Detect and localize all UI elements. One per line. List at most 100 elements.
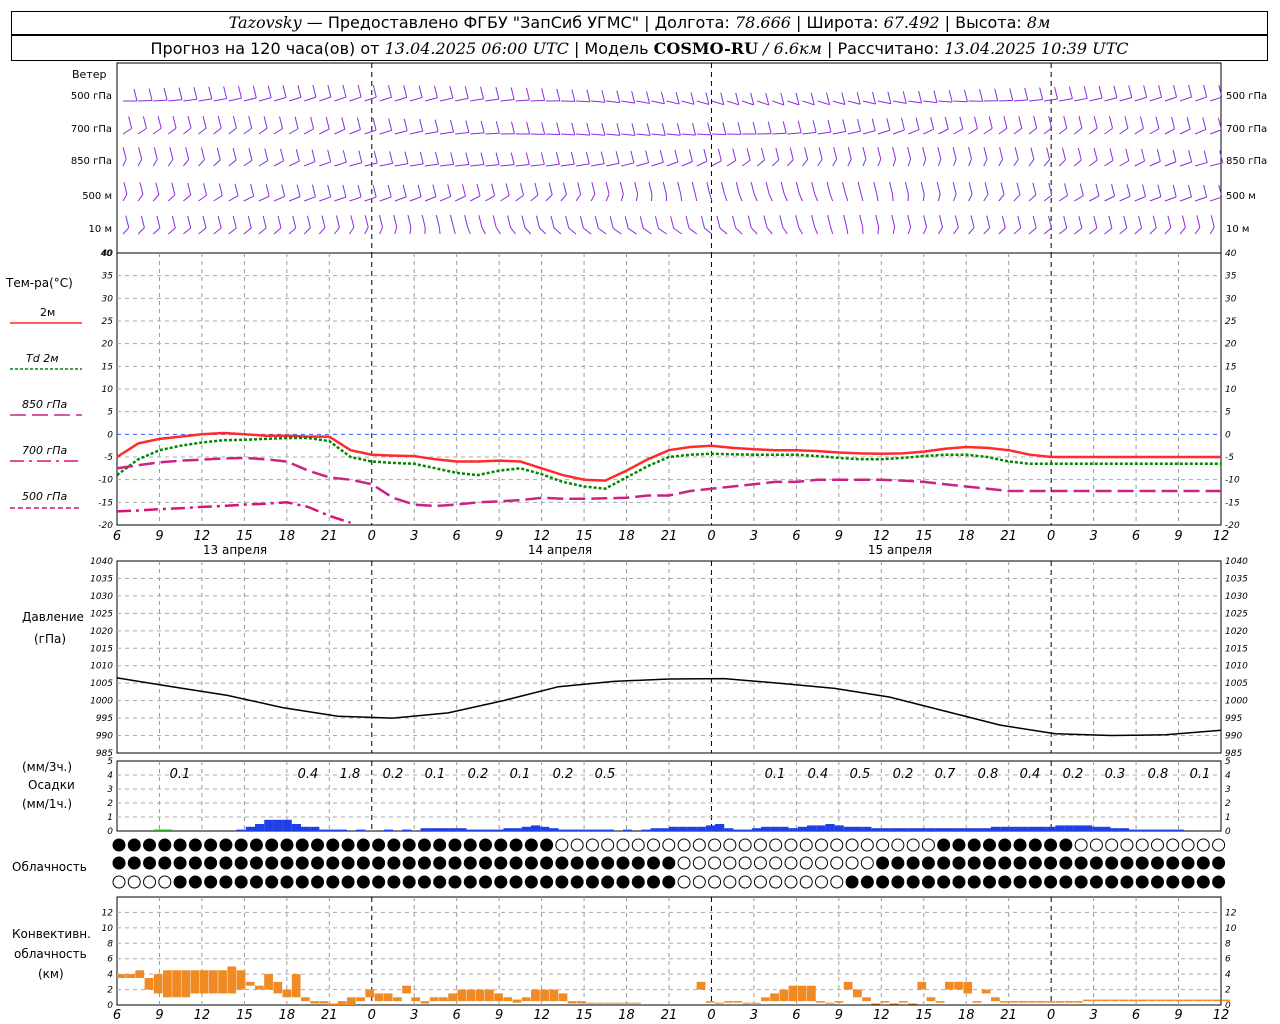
wind-barb-feather xyxy=(419,119,424,132)
wind-barb-feather xyxy=(447,184,452,197)
cloud-cover-circle xyxy=(1181,838,1195,852)
cloud-cover-circle xyxy=(341,838,355,852)
wind-barb-feather xyxy=(510,152,515,165)
wind-barb-shaft xyxy=(860,193,864,202)
temp-xtick-label: 21 xyxy=(321,529,338,544)
wind-barb-feather xyxy=(1018,116,1023,129)
cloud-cover-circle xyxy=(1044,838,1058,852)
wind-barb-feather xyxy=(811,215,816,228)
wind-barb-feather xyxy=(827,119,832,133)
conv-bar xyxy=(779,989,789,1002)
cloud-cover-circle xyxy=(784,875,798,889)
conv-bar xyxy=(126,974,135,978)
cloud-cover-circle xyxy=(1044,856,1058,870)
wind-barb-feather xyxy=(875,214,880,228)
wind-barb-feather xyxy=(646,123,651,136)
temp-xtick-label: 3 xyxy=(1089,529,1097,544)
precip-bar xyxy=(733,829,743,831)
cloud-cover-circle xyxy=(555,838,569,852)
cloud-cover-circle xyxy=(1074,856,1088,870)
cloud-cover-circle xyxy=(601,856,615,870)
conv-bar xyxy=(282,989,292,998)
wind-barb-feather xyxy=(1171,116,1176,130)
wind-barb-feather xyxy=(404,151,409,164)
cloud-cover-circle xyxy=(860,875,874,889)
conv-bar xyxy=(135,970,145,978)
temp-ytick-left: -5 xyxy=(104,453,113,463)
wind-barb-shaft xyxy=(636,133,651,136)
wind-barb-shaft xyxy=(213,159,221,167)
wind-barb-shaft xyxy=(137,194,144,202)
wind-barb-feather xyxy=(871,118,876,131)
wind-barb-feather xyxy=(265,184,270,197)
wind-barb-feather xyxy=(1024,87,1029,100)
wind-barb-shaft xyxy=(228,127,237,135)
wind-barb-shaft xyxy=(757,100,769,106)
cloud-cover-circle xyxy=(402,856,416,870)
conv-bar xyxy=(429,997,439,1002)
wind-barb-feather xyxy=(930,117,935,130)
wind-barb-shaft xyxy=(968,158,972,167)
wind-barb-shaft xyxy=(349,162,362,167)
wind-barb-shaft xyxy=(1194,128,1206,135)
cloud-cover-circle xyxy=(188,856,202,870)
wind-barb-feather xyxy=(904,181,909,195)
wind-barb-shaft xyxy=(122,194,128,202)
wind-barb-feather xyxy=(891,214,896,228)
wind-barb-feather xyxy=(1109,116,1114,129)
wind-barb-feather xyxy=(1077,147,1082,161)
cloud-cover-circle xyxy=(188,875,202,889)
wind-barb-feather xyxy=(735,92,740,105)
cloud-cover-circle xyxy=(952,856,966,870)
cloud-cover-circle xyxy=(280,838,294,852)
wind-barb-feather xyxy=(605,182,610,195)
wind-barb-feather xyxy=(827,214,832,228)
wind-barb-shaft xyxy=(908,100,922,104)
wind-barb-feather xyxy=(321,215,326,228)
precip-3h-label: 0.4 xyxy=(1020,767,1041,782)
wind-barb-shaft xyxy=(651,161,664,167)
wind-barb-shaft xyxy=(364,96,377,102)
wind-barb-shaft xyxy=(510,227,516,235)
wind-barb-shaft xyxy=(741,159,751,167)
wind-barb-shaft xyxy=(258,227,267,235)
cloud-cover-circle xyxy=(845,875,859,889)
wind-barb-feather xyxy=(171,182,176,195)
wind-barb-feather xyxy=(615,151,620,164)
wind-barb-shaft xyxy=(1194,196,1207,202)
precip-bar xyxy=(687,826,697,831)
wind-barb-shaft xyxy=(735,227,743,235)
legend-t500: 500 гПа xyxy=(22,490,68,503)
wind-barb-feather xyxy=(944,116,949,130)
conv-bar xyxy=(1055,1001,1065,1003)
conv-bar xyxy=(1000,1001,1009,1003)
forecast-label: Прогноз на 120 часа(ов) от xyxy=(150,39,380,58)
precip-bar xyxy=(889,828,899,831)
wind-barb-shaft xyxy=(304,196,316,202)
precip-ytick-right: 3 xyxy=(1225,785,1231,795)
wind-barb-shaft xyxy=(1134,196,1146,202)
wind-barb-feather xyxy=(556,122,561,135)
wind-barb-shaft xyxy=(709,193,713,202)
wind-barb-feather xyxy=(250,183,255,197)
wind-barb-feather xyxy=(495,121,500,134)
wind-barb-feather xyxy=(419,151,424,165)
wind-barb-shaft xyxy=(319,161,331,167)
conv-bar xyxy=(577,1001,586,1004)
wind-barb-feather xyxy=(600,151,605,164)
cloud-cover-circle xyxy=(692,875,706,889)
wind-barb-shaft xyxy=(1043,127,1052,135)
conv-bar xyxy=(696,981,706,990)
wind-barb-feather xyxy=(357,84,362,98)
conv-bar xyxy=(1221,999,1230,1002)
wind-barb-feather xyxy=(586,122,591,136)
precip-bar xyxy=(595,829,605,831)
cloud-cover-circle xyxy=(708,856,722,870)
wind-barb-shaft xyxy=(349,129,361,135)
pressure-ytick-left: 985 xyxy=(96,749,113,759)
precip-3h-label: 0.2 xyxy=(893,767,914,782)
wind-barb-shaft xyxy=(481,226,486,235)
wind-barb-shaft xyxy=(394,196,407,202)
wind-barb-feather xyxy=(873,181,878,195)
pressure-ytick-right: 1020 xyxy=(1225,627,1248,637)
